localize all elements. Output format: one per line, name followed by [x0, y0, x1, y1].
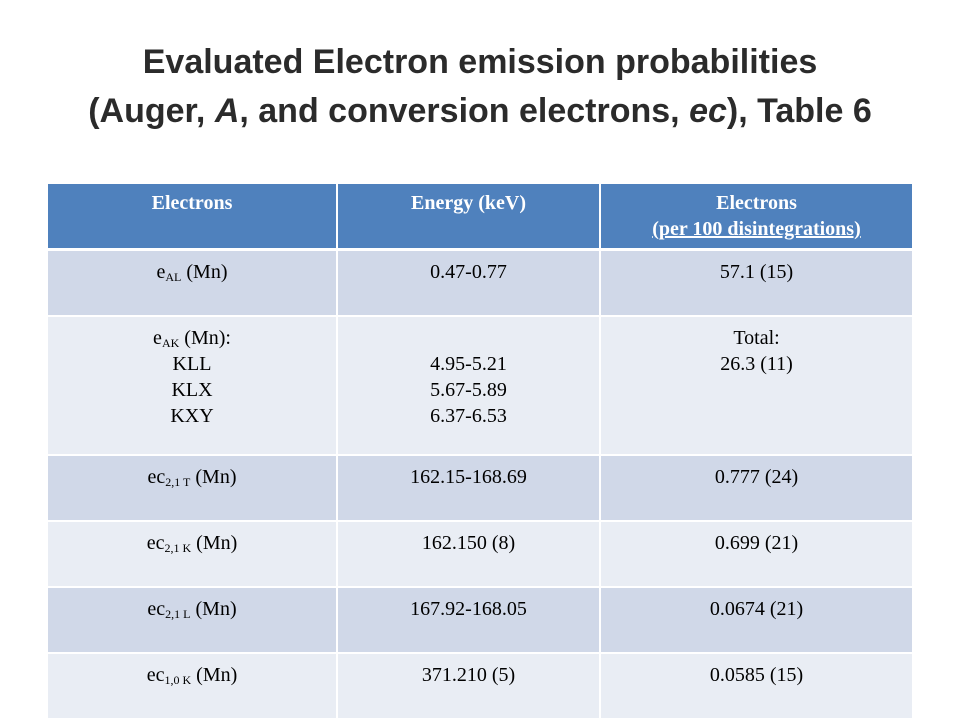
electron-subscript: 2,1 L: [165, 607, 191, 621]
electron-emission-table: Electrons Energy (keV) Electrons (per 10…: [48, 184, 912, 720]
cell-probability: 0.699 (21): [600, 521, 912, 588]
electron-symbol: ec: [147, 598, 166, 620]
title-ec-symbol: ec: [689, 92, 727, 130]
title-line-2-part-2: , and conversion electrons,: [239, 92, 690, 130]
electron-element: (Mn):: [179, 327, 231, 349]
table-row: ec2,1 K (Mn) 162.150 (8) 0.699 (21): [48, 521, 912, 588]
electron-subscript: AL: [165, 270, 182, 284]
auger-subtype-klx: KLX: [171, 379, 213, 401]
title-line-2: (Auger, A, and conversion electrons, ec)…: [40, 87, 920, 136]
cell-energy: 4.95-5.21 5.67-5.89 6.37-6.53: [337, 316, 601, 456]
table-row: ec1,0 K (Mn) 371.210 (5) 0.0585 (15): [48, 653, 912, 720]
energy-kll: 4.95-5.21: [430, 353, 507, 375]
cell-electron-type: eAL (Mn): [48, 249, 338, 317]
table-row: eAK (Mn): KLL KLX KXY 4.95-5.21 5.67-5.8…: [48, 316, 912, 456]
electron-symbol: ec: [146, 664, 165, 686]
electron-element: (Mn): [190, 598, 237, 620]
cell-probability: 0.0585 (15): [600, 653, 912, 720]
cell-probability: 57.1 (15): [600, 249, 912, 317]
cell-electron-type: ec2,1 K (Mn): [48, 521, 338, 588]
slide-title: Evaluated Electron emission probabilitie…: [40, 38, 920, 136]
energy-kxy: 6.37-6.53: [430, 405, 507, 427]
electron-symbol: e: [156, 261, 166, 283]
electron-subscript: 2,1 K: [164, 541, 192, 555]
cell-electron-type: ec1,0 K (Mn): [48, 653, 338, 720]
probability-total-value: 26.3 (11): [720, 353, 793, 375]
energy-klx: 5.67-5.89: [430, 379, 507, 401]
auger-subtype-kll: KLL: [172, 353, 212, 375]
cell-energy: 162.15-168.69: [337, 455, 601, 522]
electron-element: (Mn): [191, 532, 238, 554]
title-auger-symbol: A: [214, 92, 240, 130]
header-probability-line-1: Electrons: [716, 192, 797, 214]
title-line-1: Evaluated Electron emission probabilitie…: [142, 43, 818, 81]
electron-element: (Mn): [191, 664, 238, 686]
cell-electron-type: eAK (Mn): KLL KLX KXY: [48, 316, 338, 456]
cell-probability: 0.777 (24): [600, 455, 912, 522]
header-probability-line-2: (per 100 disintegrations): [652, 218, 861, 240]
electron-symbol: ec: [146, 532, 165, 554]
cell-energy: 167.92-168.05: [337, 587, 601, 654]
cell-probability: Total: 26.3 (11): [600, 316, 912, 456]
electron-element: (Mn): [181, 261, 228, 283]
electron-subscript: AK: [161, 336, 180, 350]
cell-electron-type: ec2,1 T (Mn): [48, 455, 338, 522]
table-row: ec2,1 T (Mn) 162.15-168.69 0.777 (24): [48, 455, 912, 522]
probability-total-label: Total:: [733, 327, 780, 349]
table-row: eAL (Mn) 0.47-0.77 57.1 (15): [48, 249, 912, 317]
title-line-2-part-1: (Auger,: [88, 92, 215, 130]
cell-electron-type: ec2,1 L (Mn): [48, 587, 338, 654]
cell-energy: 162.150 (8): [337, 521, 601, 588]
header-electrons: Electrons: [48, 184, 338, 251]
title-line-2-part-3: ), Table 6: [726, 92, 872, 130]
electron-symbol: e: [153, 327, 162, 349]
electron-type-heading: eAK (Mn):: [48, 325, 336, 351]
table-row: ec2,1 L (Mn) 167.92-168.05 0.0674 (21): [48, 587, 912, 654]
header-energy: Energy (keV): [337, 184, 601, 251]
electron-symbol: ec: [147, 466, 166, 488]
table-header-row: Electrons Energy (keV) Electrons (per 10…: [48, 184, 912, 251]
electron-subscript: 1,0 K: [164, 673, 192, 687]
cell-energy: 0.47-0.77: [337, 249, 601, 317]
cell-probability: 0.0674 (21): [600, 587, 912, 654]
electron-element: (Mn): [190, 466, 237, 488]
auger-subtype-kxy: KXY: [170, 405, 214, 427]
header-probability: Electrons (per 100 disintegrations): [600, 184, 912, 251]
cell-energy: 371.210 (5): [337, 653, 601, 720]
electron-subscript: 2,1 T: [165, 475, 191, 489]
